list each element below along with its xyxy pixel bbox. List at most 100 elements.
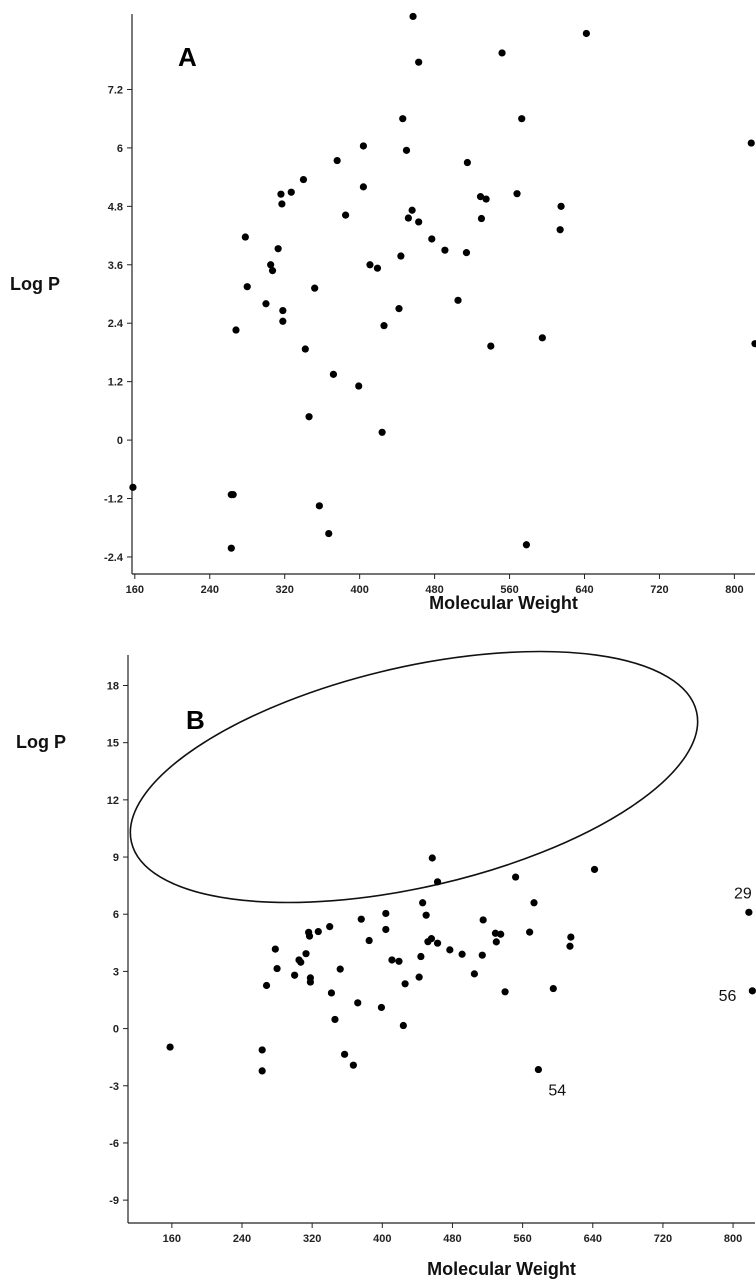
data-point <box>262 300 270 308</box>
scatter-panel-b: 160 240 320 400 480 560 640 720 800 -9 -6 -3 0 3 6 9 12 1… <box>16 650 756 1279</box>
data-point <box>271 945 279 953</box>
y-tick-label: 6 <box>117 143 123 155</box>
data-point <box>314 927 322 936</box>
data-point <box>422 911 430 919</box>
data-point <box>359 183 367 191</box>
data-point <box>262 981 271 990</box>
data-point <box>470 970 478 978</box>
data-point <box>522 541 531 549</box>
data-point <box>477 214 486 223</box>
x-tick-label: 720 <box>654 1233 672 1245</box>
point-annotation: 29 <box>734 885 752 902</box>
y-tick-label: 3.6 <box>108 260 123 272</box>
data-point <box>415 58 423 66</box>
data-point <box>433 878 442 886</box>
data-point <box>302 950 310 958</box>
data-point <box>306 978 314 986</box>
y-tick-label: 0 <box>113 1024 119 1036</box>
data-point <box>382 909 390 918</box>
data-point <box>291 971 299 979</box>
data-point <box>419 899 427 907</box>
data-point <box>258 1067 266 1075</box>
data-point <box>401 980 409 988</box>
data-point <box>526 928 534 936</box>
data-point <box>229 491 237 499</box>
x-tick-label: 320 <box>303 1233 321 1245</box>
x-tick-label: 240 <box>233 1233 251 1245</box>
data-point <box>301 345 309 353</box>
data-point <box>482 195 490 203</box>
x-tick-label: 160 <box>126 584 144 596</box>
data-point <box>378 428 386 436</box>
data-point <box>415 218 423 226</box>
data-point <box>299 175 308 184</box>
data-point <box>428 854 436 862</box>
data-point <box>492 938 500 946</box>
x-axis-label: Molecular Weight <box>429 593 578 613</box>
data-point <box>359 142 367 150</box>
data-point <box>365 936 373 945</box>
data-point <box>305 932 314 940</box>
data-point <box>341 1050 349 1058</box>
data-point <box>751 340 756 348</box>
data-point <box>342 211 350 219</box>
data-point <box>397 252 405 260</box>
x-tick-label: 480 <box>425 584 443 596</box>
data-point <box>497 930 505 938</box>
data-point <box>399 1021 407 1030</box>
data-point <box>566 942 574 950</box>
y-tick-label: -3 <box>109 1081 119 1093</box>
data-point <box>287 188 295 196</box>
y-tick-label: 12 <box>107 795 119 807</box>
y-tick-label: 1.2 <box>108 377 123 389</box>
point-annotation: 54 <box>548 1083 566 1100</box>
y-tick-label: 0 <box>117 435 123 447</box>
data-point <box>501 988 509 996</box>
x-tick-label: 400 <box>373 1233 391 1245</box>
data-point <box>273 964 281 973</box>
data-point <box>355 382 363 390</box>
data-point <box>530 899 538 907</box>
data-point <box>402 146 411 154</box>
data-point <box>408 206 416 214</box>
data-point <box>268 267 277 275</box>
data-point <box>357 915 365 923</box>
data-point <box>415 973 423 981</box>
data-point <box>243 283 251 291</box>
data-point <box>349 1061 357 1069</box>
data-point <box>549 984 557 993</box>
data-point <box>274 245 282 253</box>
panel-label: A <box>178 42 197 72</box>
y-tick-label: -1.2 <box>104 494 123 506</box>
data-point <box>518 115 526 123</box>
data-point <box>329 370 338 378</box>
data-point <box>463 158 471 167</box>
data-point <box>331 1015 339 1024</box>
data-point <box>556 226 564 234</box>
y-tick-label: 15 <box>107 738 119 750</box>
x-tick-label: 320 <box>276 584 294 596</box>
data-point <box>511 873 520 881</box>
data-point <box>462 249 471 257</box>
confidence-ellipse <box>129 650 699 904</box>
data-point <box>476 193 485 201</box>
x-tick-label: 560 <box>500 584 518 596</box>
data-point <box>366 261 374 269</box>
data-point <box>479 916 487 924</box>
data-point <box>166 1043 174 1051</box>
data-point <box>333 156 341 165</box>
y-tick-label: 7.2 <box>108 84 123 96</box>
data-point <box>377 1003 386 1012</box>
x-tick-label: 800 <box>725 584 743 596</box>
data-point <box>267 261 275 269</box>
data-point <box>428 235 436 243</box>
y-tick-label: 6 <box>113 909 119 921</box>
panel-label: B <box>186 705 205 735</box>
y-tick-label: 3 <box>113 966 119 978</box>
x-tick-label: 560 <box>513 1233 531 1245</box>
data-point <box>380 322 388 330</box>
data-point <box>582 29 590 38</box>
x-tick-label: 480 <box>443 1233 461 1245</box>
data-point <box>458 950 466 958</box>
